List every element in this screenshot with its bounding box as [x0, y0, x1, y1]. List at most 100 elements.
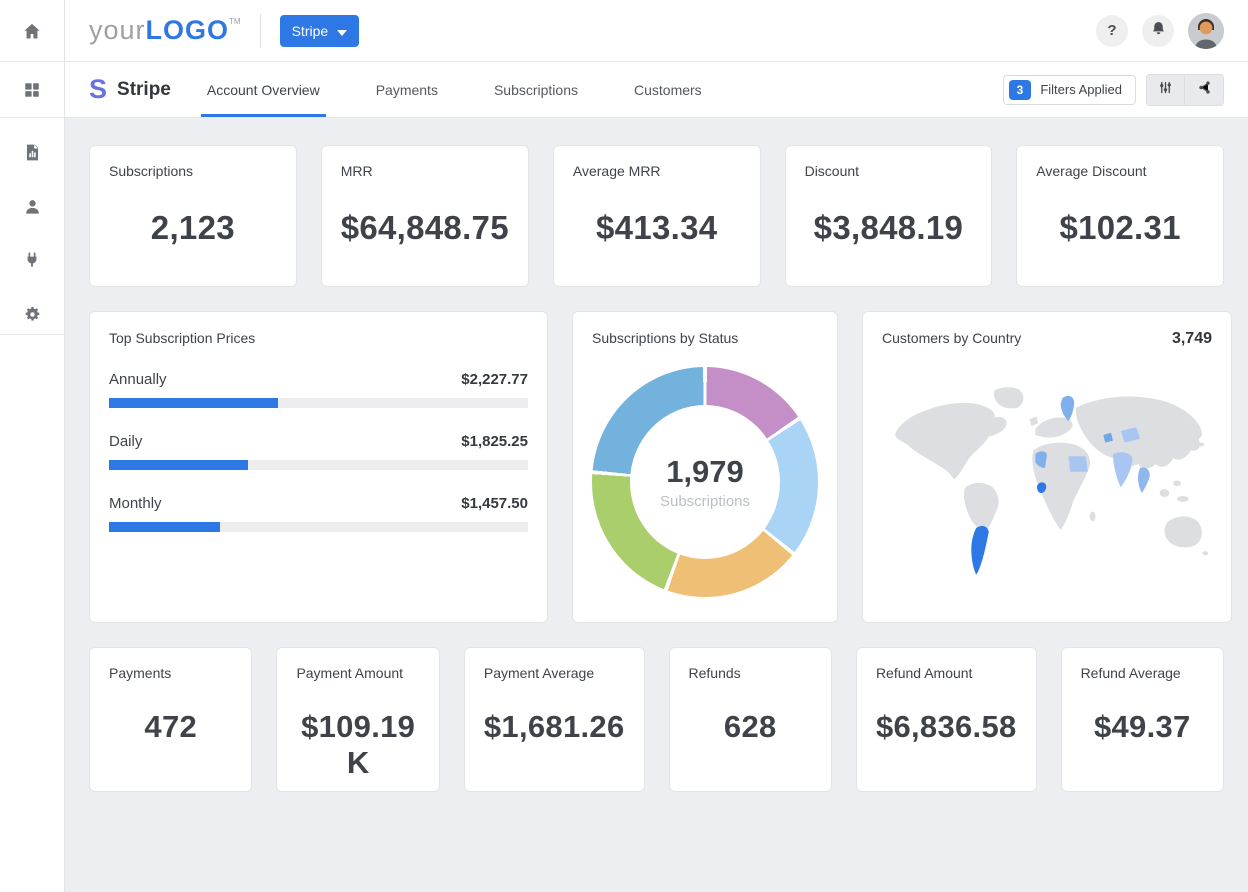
kpi-title: Discount: [804, 163, 860, 179]
kpi-title: Payment Average: [483, 665, 595, 681]
tab-customers[interactable]: Customers: [634, 81, 702, 98]
charts-row: Top Subscription Prices Annually $2,227.…: [89, 311, 1232, 623]
source-selector-dropdown[interactable]: Stripe: [279, 14, 360, 47]
kpi-card-refunds: Refunds 628: [668, 647, 832, 792]
kpi-card-refund-amount: Refund Amount $6,836.58: [855, 647, 1037, 792]
chart-title: Subscriptions by Status: [592, 330, 739, 346]
price-bar-fill: [109, 398, 279, 408]
share-button[interactable]: [1185, 74, 1223, 105]
kpi-value: 472: [144, 709, 198, 744]
donut-total-value: 1,979: [666, 454, 744, 489]
tab-payments[interactable]: Payments: [375, 81, 438, 98]
map-region-australia: [1164, 516, 1202, 548]
map-region-egypt: [1068, 456, 1088, 472]
map-region-north-america: [895, 403, 1007, 480]
map-region-thailand: [1138, 467, 1150, 494]
kpi-title: Subscriptions: [109, 163, 194, 179]
customers-person-icon[interactable]: [21, 195, 43, 217]
header-divider: [259, 13, 261, 48]
donut-total-label: Subscriptions: [659, 493, 751, 510]
price-bar-fill: [109, 522, 220, 532]
map-region-india: [1113, 452, 1133, 488]
dashboard-main: Subscriptions 2,123 MRR $64,848.75 Avera…: [65, 118, 1248, 892]
dashboard-grid-icon[interactable]: [21, 79, 43, 101]
subscriptions-by-status-card: Subscriptions by Status 1,979 Subscripti…: [572, 311, 838, 623]
sidebar: [0, 0, 65, 892]
app-logo: your LOGO TM: [89, 15, 241, 46]
kpi-value: $413.34: [596, 209, 718, 246]
map-region-europe: [1035, 417, 1073, 438]
map-region-greenland: [993, 387, 1024, 409]
map-region-caucasus: [1103, 432, 1113, 443]
kpi-card-average-discount: Average Discount $102.31: [1016, 145, 1224, 287]
report-document-icon[interactable]: [21, 141, 43, 163]
kpi-title: Payment Amount: [296, 665, 404, 681]
map-region-west-africa: [1037, 482, 1047, 494]
report-subnav: S Stripe Account Overview Payments Subsc…: [65, 62, 1248, 118]
kpi-card-payment-average: Payment Average $1,681.26: [463, 647, 645, 792]
chart-title: Top Subscription Prices: [109, 330, 256, 346]
filters-applied-button[interactable]: 3 Filters Applied: [1002, 74, 1136, 105]
integrations-plug-icon[interactable]: [21, 249, 43, 271]
kpi-row-bottom: Payments 472 Payment Amount $109.19 K Pa…: [89, 647, 1224, 792]
kpi-value: $49.37: [1093, 709, 1191, 744]
map-region-asia: [1075, 396, 1202, 469]
bar-track: [109, 522, 528, 532]
map-region-japan: [1194, 430, 1205, 447]
kpi-title: Refund Amount: [875, 665, 973, 681]
map-region-northwest-africa: [1035, 451, 1047, 468]
bar-category: Daily: [109, 433, 143, 450]
chart-title: Customers by Country: [882, 330, 1022, 346]
kpi-value: 2,123: [150, 209, 235, 246]
bar-track: [109, 460, 528, 470]
kpi-card-payment-amount: Payment Amount $109.19 K: [276, 647, 440, 792]
kpi-value: $109.19 K: [301, 709, 416, 780]
tab-subscriptions[interactable]: Subscriptions: [493, 81, 578, 98]
kpi-title: MRR: [340, 163, 373, 179]
bar-category: Annually: [109, 371, 167, 388]
map-region-sweden: [1060, 395, 1075, 422]
kpi-card-average-mrr: Average MRR $413.34: [552, 145, 761, 287]
filters-count-badge: 3: [1008, 79, 1032, 100]
logo-brand: LOGO: [145, 15, 230, 45]
report-brand: S Stripe: [89, 62, 171, 117]
report-tabs: Account Overview Payments Subscriptions …: [200, 62, 752, 117]
stripe-logo-icon: S: [89, 74, 108, 104]
user-avatar[interactable]: [1188, 12, 1224, 49]
help-button[interactable]: ?: [1096, 14, 1128, 47]
kpi-row-top: Subscriptions 2,123 MRR $64,848.75 Avera…: [89, 145, 1224, 287]
status-donut-chart: 1,979 Subscriptions: [592, 367, 818, 597]
bell-icon: [1150, 20, 1167, 41]
price-bar-row: Monthly $1,457.50: [109, 495, 528, 532]
top-header: your LOGO TM Stripe ?: [65, 0, 1248, 62]
map-region-uk: [1029, 416, 1039, 427]
kpi-value: $64,848.75: [340, 209, 509, 246]
map-region-central-asia: [1120, 427, 1141, 443]
logo-trademark: TM: [229, 17, 241, 26]
kpi-value: $102.31: [1059, 209, 1181, 246]
customers-total: 3,749: [1171, 330, 1212, 347]
price-bar-row: Daily $1,825.25: [109, 433, 528, 470]
home-icon[interactable]: [21, 20, 43, 42]
notifications-button[interactable]: [1142, 14, 1174, 47]
map-region-madagascar: [1089, 511, 1096, 522]
top-subscription-prices-card: Top Subscription Prices Annually $2,227.…: [89, 311, 548, 623]
toolbar-button-group: [1146, 73, 1224, 106]
kpi-title: Average MRR: [572, 163, 661, 179]
map-region-new-zealand: [1202, 551, 1209, 556]
price-bar-fill: [109, 460, 248, 470]
kpi-value: $3,848.19: [813, 209, 964, 246]
filters-applied-label: Filters Applied: [1040, 82, 1122, 97]
filter-sliders-button[interactable]: [1147, 74, 1185, 105]
customers-by-country-card: Customers by Country 3,749: [862, 311, 1232, 623]
kpi-title: Payments: [109, 665, 172, 681]
caret-down-icon: [337, 23, 348, 39]
map-region-indonesia: [1159, 480, 1189, 502]
kpi-card-refund-average: Refund Average $49.37: [1060, 647, 1224, 792]
settings-gear-icon[interactable]: [21, 303, 43, 325]
tab-account-overview[interactable]: Account Overview: [200, 62, 326, 117]
bar-value: $1,457.50: [461, 495, 528, 512]
bar-value: $1,825.25: [461, 433, 528, 450]
bar-value: $2,227.77: [461, 371, 528, 388]
